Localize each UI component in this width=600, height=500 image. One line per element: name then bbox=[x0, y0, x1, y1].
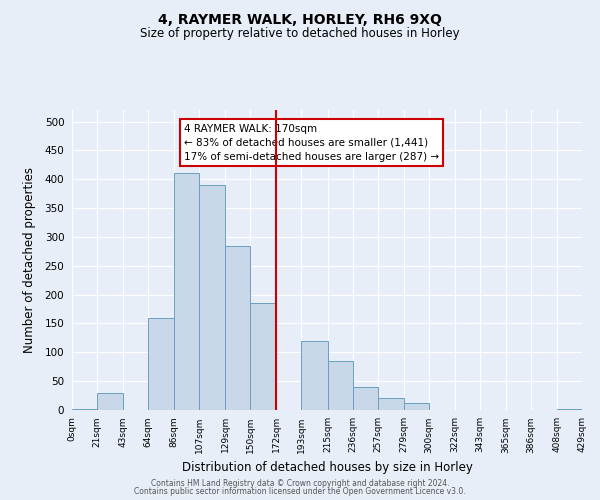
Bar bbox=[97, 392, 123, 410]
Bar bbox=[148, 318, 174, 410]
Bar bbox=[199, 185, 226, 410]
Bar bbox=[250, 304, 277, 410]
Bar bbox=[301, 341, 328, 410]
Text: 4, RAYMER WALK, HORLEY, RH6 9XQ: 4, RAYMER WALK, HORLEY, RH6 9XQ bbox=[158, 12, 442, 26]
Bar bbox=[226, 246, 250, 410]
Text: 4 RAYMER WALK: 170sqm
← 83% of detached houses are smaller (1,441)
17% of semi-d: 4 RAYMER WALK: 170sqm ← 83% of detached … bbox=[184, 124, 439, 162]
Bar bbox=[174, 174, 199, 410]
Text: Contains HM Land Registry data © Crown copyright and database right 2024.: Contains HM Land Registry data © Crown c… bbox=[151, 478, 449, 488]
X-axis label: Distribution of detached houses by size in Horley: Distribution of detached houses by size … bbox=[182, 461, 472, 474]
Text: Contains public sector information licensed under the Open Government Licence v3: Contains public sector information licen… bbox=[134, 487, 466, 496]
Bar bbox=[377, 398, 404, 410]
Text: Size of property relative to detached houses in Horley: Size of property relative to detached ho… bbox=[140, 28, 460, 40]
Y-axis label: Number of detached properties: Number of detached properties bbox=[23, 167, 36, 353]
Bar bbox=[404, 403, 428, 410]
Bar bbox=[353, 387, 377, 410]
Bar bbox=[557, 409, 582, 410]
Bar bbox=[328, 361, 353, 410]
